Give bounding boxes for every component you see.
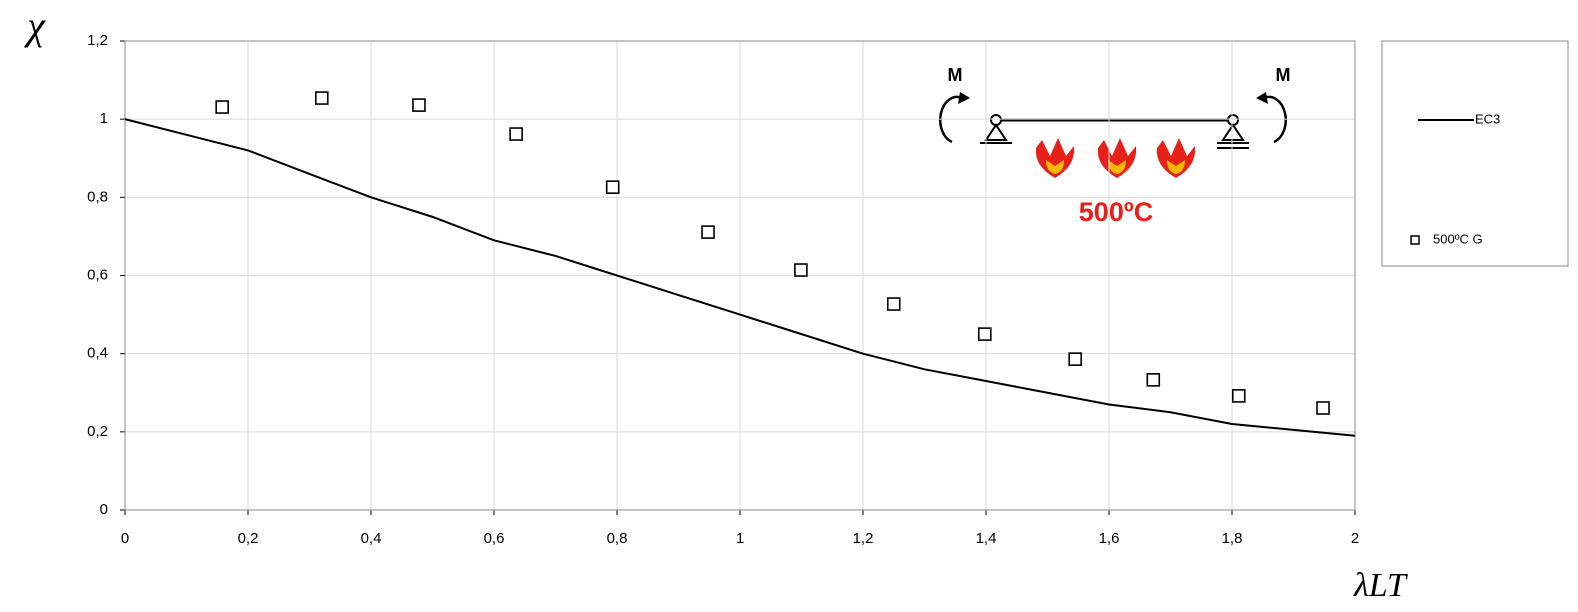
data-point [510, 128, 522, 140]
x-tick-label: 0,4 [361, 530, 382, 547]
data-point [216, 101, 228, 113]
y-tick-label: 0,8 [87, 188, 108, 205]
annotation: M [948, 65, 963, 85]
x-axis-label: λLT [1353, 567, 1408, 604]
data-point [1069, 353, 1081, 365]
data-point [1147, 374, 1159, 386]
annotation: M [1276, 65, 1291, 85]
data-point [888, 298, 900, 310]
x-tick-label: 0,2 [238, 530, 259, 547]
y-tick-label: 0 [100, 501, 108, 518]
page: {"chart_data": {"type": "line", "x_label… [0, 0, 1578, 612]
x-tick-label: 0,6 [484, 530, 505, 547]
legend-label: 500ºC G [1433, 231, 1483, 246]
x-tick-label: 1 [736, 530, 744, 547]
y-tick-label: 1,2 [87, 32, 108, 49]
x-tick-label: 1,2 [853, 530, 874, 547]
chart: 0 0,2 0,4 0,6 0,8 1 1,2 0 0,2 0,4 0,6 0,8 1 1,2 1,4 1,6… [0, 0, 1578, 612]
data-point [1317, 402, 1329, 414]
beam-diagram [940, 92, 1286, 178]
data-point [316, 92, 328, 104]
data-point [979, 328, 991, 340]
y-tick-label: 0,2 [87, 423, 108, 440]
x-tick-label: 0,8 [607, 530, 628, 547]
annotation: 500ºC [1079, 197, 1153, 227]
y-tick-label: 1 [100, 110, 108, 127]
y-tick-label: 0,6 [87, 266, 108, 283]
x-tick-label: 1,6 [1099, 530, 1120, 547]
x-tick-label: 1,4 [976, 530, 997, 547]
data-point [607, 181, 619, 193]
x-tick-label: 0 [121, 530, 129, 547]
y-tick-label: 0,4 [87, 345, 108, 362]
legend-label: EC3 [1475, 111, 1500, 126]
y-axis-label: χ [23, 3, 46, 48]
x-tick-label: 1,8 [1222, 530, 1243, 547]
data-point [702, 226, 714, 238]
data-point [1233, 390, 1245, 402]
data-point [413, 99, 425, 111]
data-point [795, 264, 807, 276]
x-tick-label: 2 [1351, 530, 1359, 547]
legend-marker [1411, 236, 1419, 244]
